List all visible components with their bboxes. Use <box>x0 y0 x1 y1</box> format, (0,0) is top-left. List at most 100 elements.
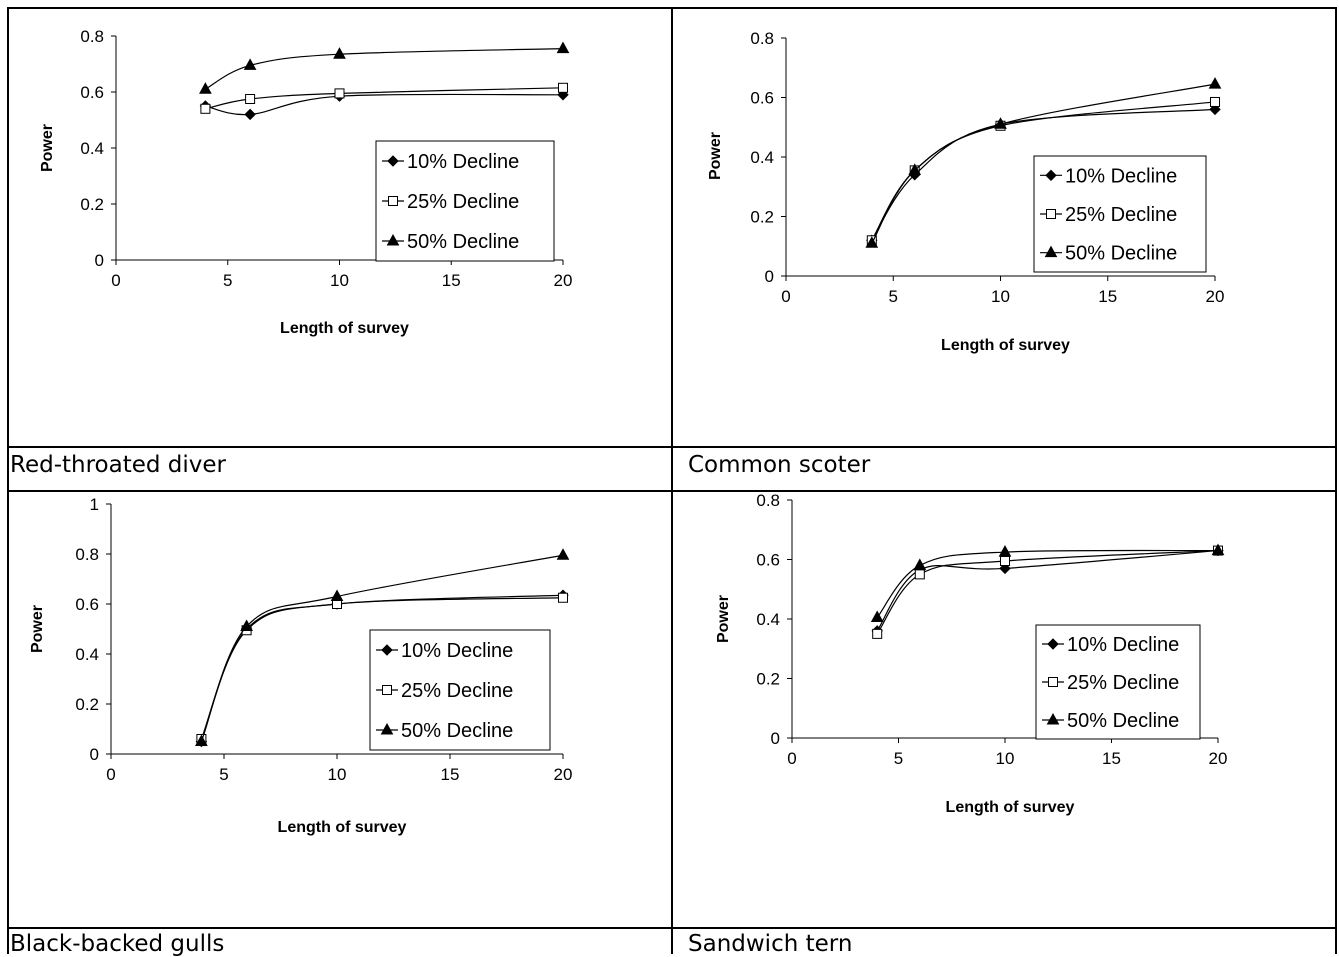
data-point <box>195 734 208 746</box>
legend-marker <box>1048 677 1058 687</box>
x-tick-label: 15 <box>1102 749 1121 768</box>
data-point <box>200 103 211 114</box>
y-axis-label: Power <box>39 124 56 172</box>
figure-grid <box>7 7 1337 954</box>
series-line <box>871 83 1216 244</box>
y-tick-label: 0 <box>765 267 774 286</box>
y-tick-label: 0.2 <box>80 195 104 214</box>
data-point <box>1211 543 1225 556</box>
series-line <box>205 87 564 110</box>
data-point <box>994 117 1007 129</box>
legend: 10% Decline 25% Decline 50% Decline <box>1035 624 1201 740</box>
legend-label: 10% Decline <box>407 151 519 173</box>
y-axis-label: Power <box>715 595 732 643</box>
data-point <box>245 94 256 104</box>
series-line <box>876 549 1219 632</box>
series-50-decline <box>195 548 570 746</box>
x-tick-label: 15 <box>442 271 461 290</box>
x-axis-label: Length of survey <box>278 819 407 836</box>
data-point <box>199 82 212 94</box>
x-tick-label: 10 <box>330 271 349 290</box>
x-tick-label: 0 <box>106 765 115 784</box>
data-point <box>914 569 925 580</box>
series-10-decline <box>871 544 1224 637</box>
y-tick-label: 0 <box>90 745 99 764</box>
legend-marker <box>387 155 399 167</box>
y-tick-label: 0.8 <box>80 27 104 46</box>
legend-marker <box>1045 169 1057 182</box>
legend-label: 50% Decline <box>407 231 519 253</box>
data-point <box>913 558 927 570</box>
legend-marker <box>1047 638 1059 650</box>
y-tick-label: 0.8 <box>750 29 774 48</box>
series-line <box>200 554 564 742</box>
x-tick-label: 20 <box>1209 749 1228 768</box>
legend: 10% Decline 25% Decline 50% Decline <box>375 140 555 262</box>
x-tick-label: 15 <box>1098 287 1117 306</box>
data-point <box>556 41 570 54</box>
y-tick-label: 1 <box>90 495 99 514</box>
data-point <box>872 628 883 639</box>
y-tick-label: 0.6 <box>750 89 774 108</box>
caption-common-scoter: Common scoter <box>688 452 871 478</box>
x-tick-label: 0 <box>787 749 796 768</box>
x-tick-label: 10 <box>996 749 1015 768</box>
y-tick-label: 0.4 <box>756 610 780 629</box>
x-tick-label: 10 <box>991 287 1010 306</box>
legend-box <box>1033 155 1207 273</box>
data-point <box>334 88 345 99</box>
legend-label: 25% Decline <box>407 191 519 213</box>
y-tick-label: 0 <box>95 251 104 270</box>
x-tick-label: 5 <box>219 765 228 784</box>
grid-line-right <box>1335 7 1337 954</box>
grid-line-left <box>7 7 9 954</box>
series-line <box>871 108 1216 241</box>
x-tick-label: 5 <box>894 749 903 768</box>
legend-label: 25% Decline <box>1067 672 1179 694</box>
y-axis-label: Power <box>707 132 724 180</box>
x-axis-label: Length of survey <box>280 320 409 337</box>
legend-label: 50% Decline <box>1067 710 1179 732</box>
data-point <box>1000 555 1010 566</box>
series-50-decline <box>870 543 1225 623</box>
legend-marker <box>1046 209 1056 219</box>
x-tick-label: 0 <box>781 287 790 306</box>
caption-red-throated-diver: Red-throated diver <box>10 452 226 478</box>
series-line <box>205 93 564 116</box>
data-point <box>240 619 253 631</box>
data-point <box>244 108 256 121</box>
legend-label: 50% Decline <box>401 720 513 742</box>
grid-line-center <box>671 7 673 954</box>
series-line <box>876 549 1219 618</box>
y-tick-label: 0.8 <box>756 491 780 510</box>
data-point <box>870 610 884 623</box>
y-tick-label: 0 <box>771 729 780 748</box>
series-25-decline <box>200 82 568 114</box>
y-tick-label: 0.4 <box>80 139 104 158</box>
series-50-decline <box>865 77 1222 248</box>
series-50-decline <box>199 41 570 94</box>
data-point <box>1210 96 1220 107</box>
data-point <box>330 589 344 601</box>
legend: 10% Decline 25% Decline 50% Decline <box>1033 155 1207 273</box>
legend-marker <box>380 722 394 735</box>
legend-label: 10% Decline <box>1065 165 1177 187</box>
legend-box <box>375 140 555 262</box>
legend-label: 10% Decline <box>401 640 513 662</box>
y-tick-label: 0.6 <box>756 551 780 570</box>
x-tick-label: 5 <box>889 287 898 306</box>
x-tick-label: 20 <box>1206 287 1225 306</box>
legend-label: 10% Decline <box>1067 634 1179 656</box>
legend-marker <box>388 196 398 206</box>
series-line <box>205 48 564 90</box>
x-axis-label: Length of survey <box>946 799 1075 816</box>
caption-black-backed-gulls: Black-backed gulls <box>10 931 225 957</box>
y-tick-label: 0.2 <box>756 670 780 689</box>
data-point <box>333 47 346 59</box>
x-tick-label: 20 <box>554 271 573 290</box>
y-tick-label: 0.4 <box>75 645 99 664</box>
x-tick-label: 20 <box>554 765 573 784</box>
legend-label: 50% Decline <box>1065 243 1177 265</box>
